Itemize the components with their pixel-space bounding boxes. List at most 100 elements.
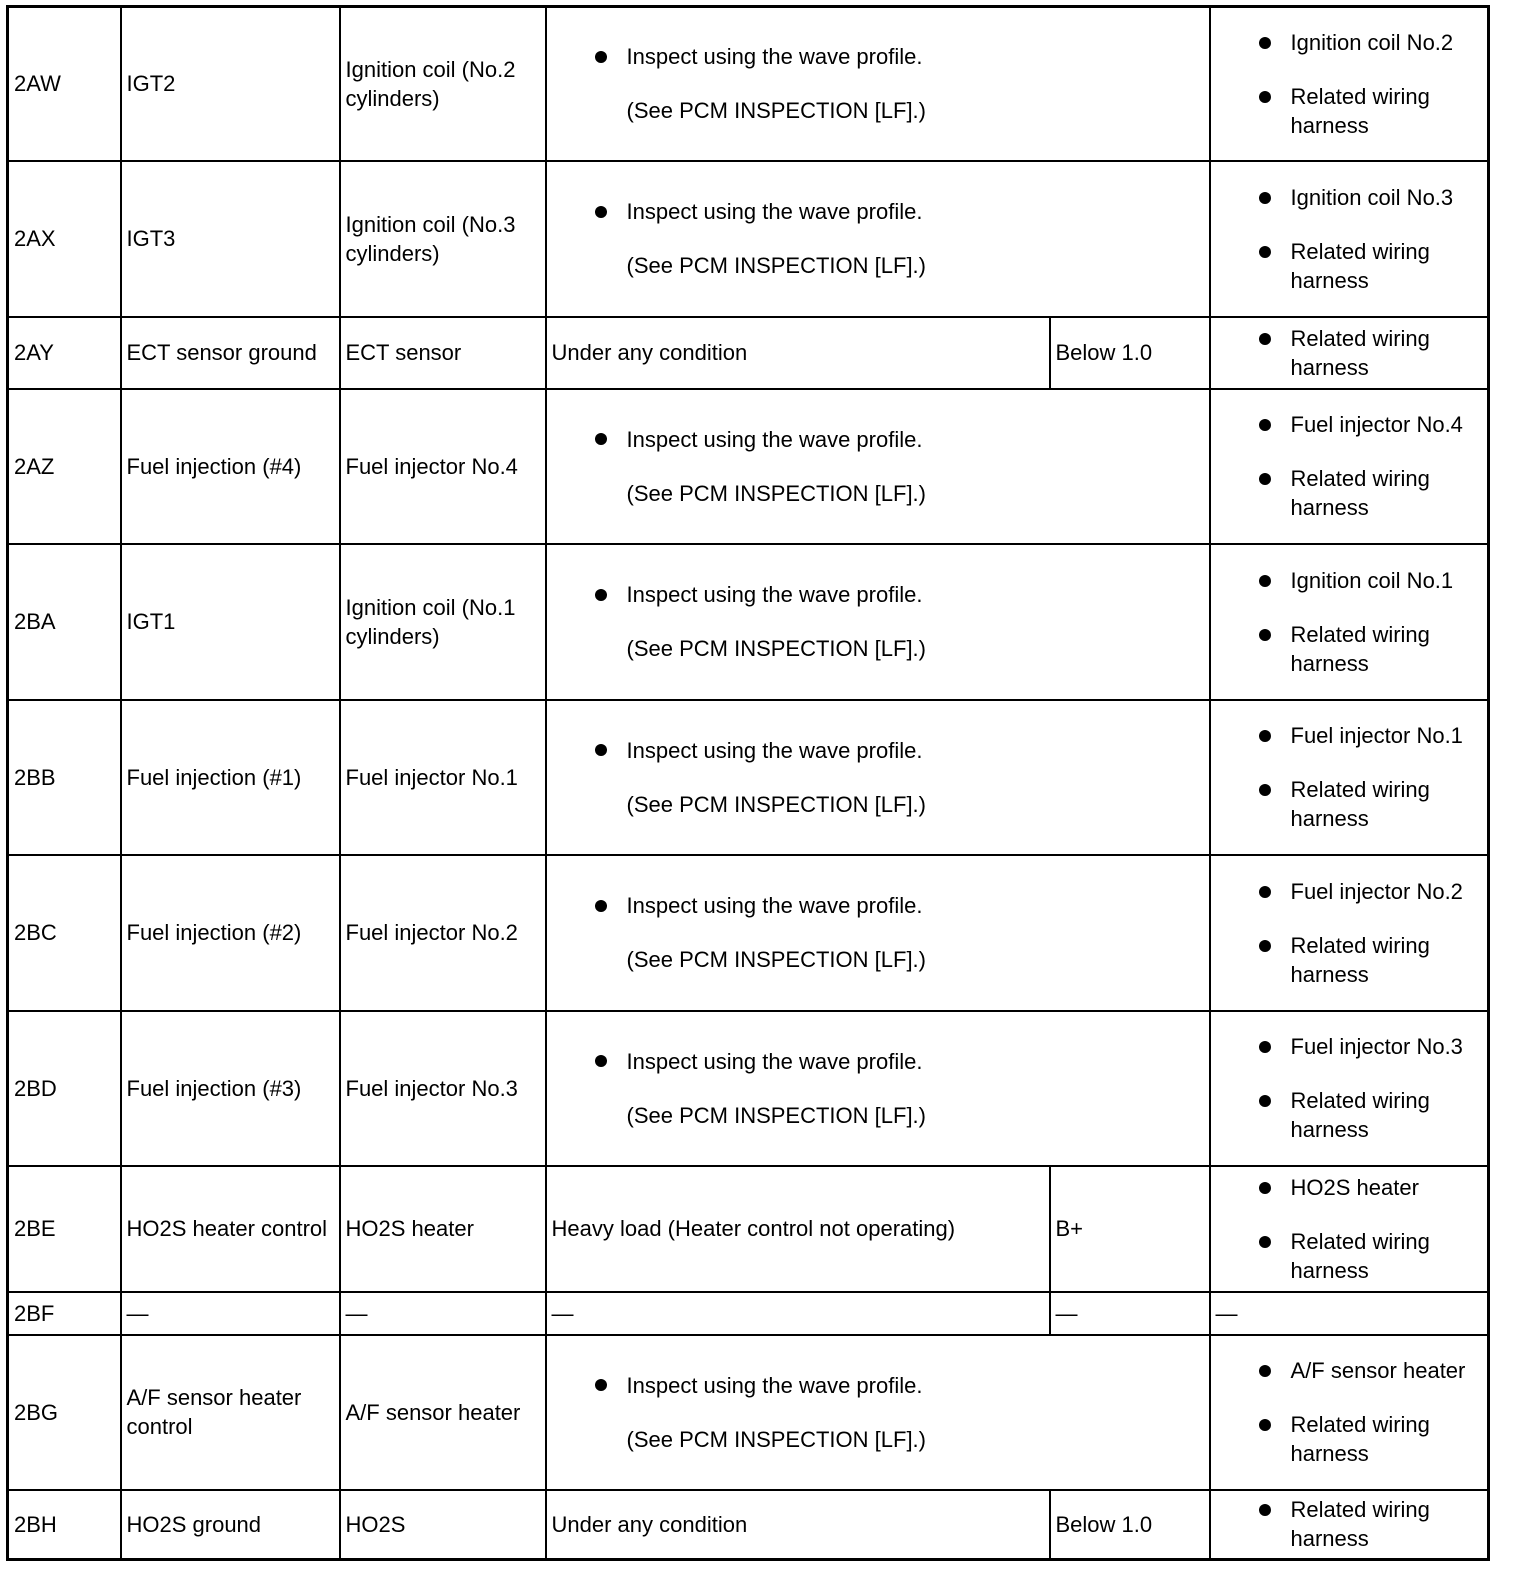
connected-to-cell: Fuel injector No.2	[338, 853, 547, 1012]
possible-cause-text: Related wiring harness	[1290, 1497, 1430, 1552]
bullet-icon	[1258, 1504, 1271, 1517]
see-reference: (See PCM INSPECTION [LF].)	[595, 251, 1204, 280]
possible-cause-item: Ignition coil No.2	[1258, 28, 1483, 57]
possible-cause-item: Related wiring harness	[1258, 775, 1483, 833]
see-reference-text: (See PCM INSPECTION [LF].)	[626, 1426, 927, 1452]
bullet-icon	[1258, 332, 1271, 345]
possible-cause-item: Fuel injector No.2	[1258, 877, 1483, 906]
table-row: 2BA IGT1 Ignition coil (No.1 cylinders) Ins…	[6, 542, 1490, 701]
bullet-icon	[594, 50, 607, 63]
possible-cause-cell: Ignition coil No.2 Related wiring harness	[1208, 5, 1490, 162]
bullet-icon	[594, 899, 607, 912]
terminal-cell: 2AY	[6, 315, 122, 390]
inspection-text: Inspect using the wave profile.	[626, 1048, 923, 1074]
bullet-icon	[1258, 1419, 1271, 1431]
table-row: 2BE HO2S heater control HO2S heater Heavy l…	[6, 1164, 1490, 1293]
terminal-cell: 2BA	[6, 542, 122, 701]
see-reference-text: (See PCM INSPECTION [LF].)	[626, 98, 927, 124]
possible-cause-cell: Related wiring harness	[1208, 1488, 1490, 1561]
table-row: 2BC Fuel injection (#2) Fuel injector No.2…	[6, 853, 1490, 1012]
signal-cell: —	[119, 1290, 341, 1336]
signal-cell: Fuel injection (#1)	[119, 698, 341, 856]
possible-cause-cell: Fuel injector No.2 Related wiring harness	[1208, 853, 1490, 1012]
inspection-line: Inspect using the wave profile.	[594, 580, 1204, 609]
bullet-icon	[594, 744, 607, 756]
terminal-cell: 2BH	[6, 1488, 122, 1561]
terminal-cell: 2AW	[6, 5, 122, 162]
terminal-table: 2AW IGT2 Ignition coil (No.2 cylinders) Ins…	[6, 5, 1490, 1561]
bullet-icon	[594, 1379, 607, 1391]
terminal-cell: 2AX	[6, 159, 122, 318]
inspection-text: Inspect using the wave profile.	[626, 893, 923, 918]
connected-to-cell: HO2S	[338, 1488, 547, 1561]
inspection-line: Inspect using the wave profile.	[594, 736, 1204, 765]
bullet-icon	[1258, 1365, 1271, 1377]
signal-cell: IGT2	[119, 5, 341, 162]
bullet-icon	[1258, 784, 1271, 796]
possible-cause-item: Related wiring harness	[1258, 324, 1483, 382]
inspection-text: Inspect using the wave profile.	[626, 1372, 923, 1398]
table-row: 2BG A/F sensor heater control A/F sensor h…	[6, 1333, 1490, 1491]
see-reference: (See PCM INSPECTION [LF].)	[595, 1101, 1204, 1130]
possible-cause-cell: Ignition coil No.1 Related wiring harness	[1208, 542, 1490, 701]
table-row: 2BD Fuel injection (#3) Fuel injector No.3…	[6, 1009, 1490, 1167]
signal-cell: IGT3	[119, 159, 341, 318]
possible-cause-text: Ignition coil No.3	[1290, 184, 1454, 210]
inspection-line: Inspect using the wave profile.	[594, 1371, 1204, 1400]
possible-cause-item: Fuel injector No.1	[1258, 721, 1483, 750]
voltage-cell: —	[1048, 1290, 1211, 1336]
possible-cause-text: Ignition coil No.2	[1290, 29, 1454, 55]
connected-to-cell: A/F sensor heater	[338, 1333, 547, 1491]
bullet-icon	[594, 1055, 607, 1067]
see-reference: (See PCM INSPECTION [LF].)	[595, 634, 1204, 663]
possible-cause-text: Ignition coil No.1	[1290, 567, 1454, 593]
possible-cause-item: Ignition coil No.3	[1258, 183, 1483, 212]
possible-cause-text: Related wiring harness	[1290, 83, 1430, 138]
possible-cause-text: Related wiring harness	[1290, 325, 1430, 380]
possible-cause-cell: HO2S heater Related wiring harness	[1208, 1164, 1490, 1293]
inspection-line: Inspect using the wave profile.	[594, 425, 1204, 454]
possible-cause-cell: A/F sensor heater Related wiring harness	[1208, 1333, 1490, 1491]
terminal-cell: 2BG	[6, 1333, 122, 1491]
possible-cause-text: Fuel injector No.1	[1290, 723, 1463, 748]
inspection-cell: Inspect using the wave profile. (See PCM …	[544, 1009, 1211, 1167]
possible-cause-text: Related wiring harness	[1290, 932, 1430, 987]
bullet-icon	[1258, 36, 1271, 49]
inspection-cell: Inspect using the wave profile. (See PCM …	[544, 542, 1211, 701]
inspection-line: Inspect using the wave profile.	[594, 42, 1204, 71]
bullet-icon	[594, 433, 607, 445]
connected-to-cell: Fuel injector No.4	[338, 387, 547, 545]
bullet-icon	[1258, 1181, 1271, 1194]
bullet-icon	[1258, 628, 1271, 641]
possible-cause-text: Related wiring harness	[1290, 1228, 1430, 1283]
bullet-icon	[1258, 939, 1271, 952]
inspection-cell: Inspect using the wave profile. (See PCM …	[544, 387, 1211, 545]
bullet-icon	[1258, 90, 1271, 103]
possible-cause-item: Fuel injector No.4	[1258, 410, 1483, 439]
bullet-icon	[1258, 191, 1271, 204]
voltage-cell: Below 1.0	[1048, 1488, 1211, 1561]
table-row: 2BF — — — — —	[6, 1290, 1490, 1336]
possible-cause-text: Related wiring harness	[1290, 466, 1430, 520]
possible-cause-item: Related wiring harness	[1258, 82, 1483, 140]
bullet-icon	[1258, 885, 1271, 898]
possible-cause-item: Related wiring harness	[1258, 237, 1483, 295]
possible-cause-item: Ignition coil No.1	[1258, 566, 1483, 595]
inspection-text: Inspect using the wave profile.	[626, 737, 923, 763]
condition-cell: —	[544, 1290, 1051, 1336]
possible-cause-cell: Ignition coil No.3 Related wiring harness	[1208, 159, 1490, 318]
signal-cell: A/F sensor heater control	[119, 1333, 341, 1491]
table-row: 2AZ Fuel injection (#4) Fuel injector No.4…	[6, 387, 1490, 545]
possible-cause-text: Related wiring harness	[1290, 621, 1430, 676]
connected-to-cell: —	[338, 1290, 547, 1336]
possible-cause-text: Fuel injector No.3	[1290, 1034, 1463, 1059]
see-reference-text: (See PCM INSPECTION [LF].)	[626, 791, 927, 817]
table-row: 2BH HO2S ground HO2S Under any condition Bel…	[6, 1488, 1490, 1561]
possible-cause-item: Related wiring harness	[1258, 464, 1483, 522]
condition-cell: Under any condition	[544, 1488, 1051, 1561]
bullet-icon	[1258, 419, 1271, 431]
bullet-icon	[1258, 574, 1271, 587]
possible-cause-item: Related wiring harness	[1258, 1495, 1483, 1553]
connected-to-cell: Ignition coil (No.2 cylinders)	[338, 5, 547, 162]
possible-cause-item: Related wiring harness	[1258, 1410, 1483, 1468]
